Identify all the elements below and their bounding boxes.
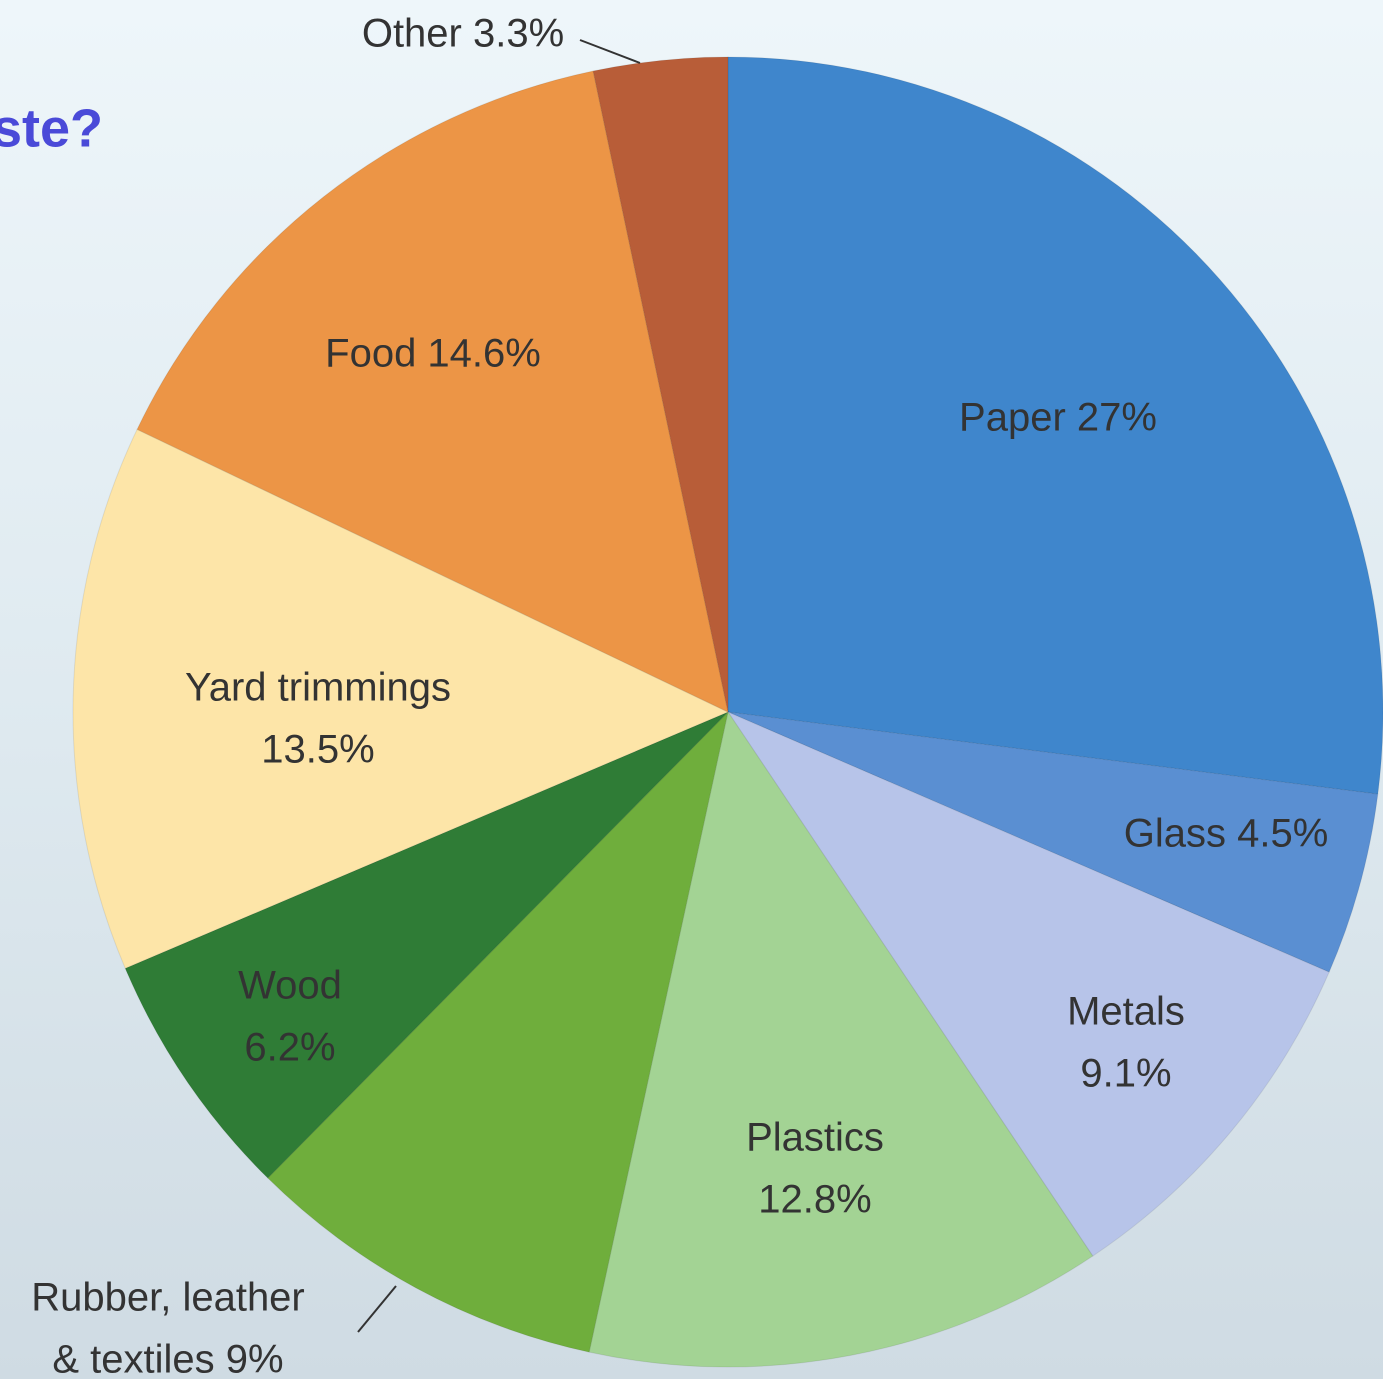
pie-slice <box>727 56 1383 795</box>
slice-label: & textiles 9% <box>52 1338 283 1379</box>
slice-label: Other 3.3% <box>362 12 564 56</box>
slice-label: 13.5% <box>261 728 374 772</box>
pie-slice <box>727 711 1379 973</box>
chart-title: ste? <box>0 98 103 158</box>
leader-line <box>579 39 641 64</box>
slice-label: 6.2% <box>244 1026 335 1070</box>
pie-slice <box>592 56 729 713</box>
slice-label: Rubber, leather <box>31 1276 305 1320</box>
pie-slice <box>136 70 729 713</box>
slice-label: Food 14.6% <box>325 332 541 376</box>
slice-label: Plastics <box>746 1116 884 1160</box>
slice-label: Wood <box>238 964 342 1008</box>
slice-label: Glass 4.5% <box>1124 812 1329 856</box>
leader-line <box>357 1285 397 1333</box>
slice-label: 9.1% <box>1080 1052 1171 1096</box>
pie-slice <box>72 428 730 970</box>
pie-slice <box>588 710 1094 1368</box>
slice-label: Paper 27% <box>959 396 1157 440</box>
slice-label: 12.8% <box>758 1178 871 1222</box>
pie-slice <box>726 710 1330 1257</box>
pie-slice <box>267 710 729 1353</box>
slice-label: Yard trimmings <box>185 666 451 710</box>
slice-label: Metals <box>1067 990 1185 1034</box>
pie-slice <box>124 711 729 1179</box>
